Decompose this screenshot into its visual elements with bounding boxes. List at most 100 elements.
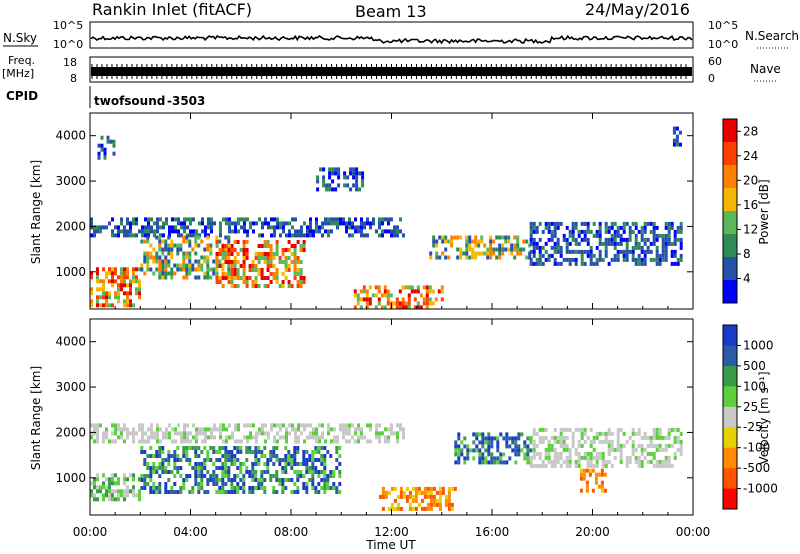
heatmap-cell xyxy=(562,459,566,464)
heatmap-cell xyxy=(112,151,116,156)
heatmap-cell xyxy=(613,229,617,234)
heatmap-cell xyxy=(159,225,162,230)
heatmap-cell xyxy=(206,482,210,486)
heatmap-cell xyxy=(387,490,391,495)
heatmap-cell xyxy=(486,255,490,260)
heatmap-cell xyxy=(90,431,93,436)
heatmap-cell xyxy=(309,423,312,428)
heatmap-cell xyxy=(535,257,539,262)
nsearch-tick-high: 10^5 xyxy=(708,19,738,32)
heatmap-cell xyxy=(270,233,273,238)
heatmap-cell xyxy=(260,486,264,490)
heatmap-cell xyxy=(203,255,207,260)
heatmap-cell xyxy=(105,275,108,280)
heatmap-cell xyxy=(230,462,234,466)
heatmap-cell xyxy=(203,474,207,478)
heatmap-cell xyxy=(93,481,96,486)
heatmap-cell xyxy=(429,498,433,503)
heatmap-cell xyxy=(236,240,240,244)
heatmap-cell xyxy=(281,260,285,264)
heatmap-cell xyxy=(146,454,150,458)
heatmap-cell xyxy=(472,432,476,437)
heatmap-cell xyxy=(173,450,177,454)
heatmap-cell xyxy=(622,237,626,242)
heatmap-cell xyxy=(111,271,114,276)
heatmap-cell xyxy=(296,272,300,276)
heatmap-cell xyxy=(155,486,159,490)
heatmap-cell xyxy=(619,237,623,242)
heatmap-cell xyxy=(299,260,303,264)
heatmap-cell xyxy=(423,490,427,495)
heatmap-cell xyxy=(517,448,521,453)
heatmap-cell xyxy=(474,251,478,256)
heatmap-cell xyxy=(355,167,359,172)
nsearch-tick-low: 10^0 xyxy=(708,38,738,51)
heatmap-cell xyxy=(254,264,258,268)
heatmap-cell xyxy=(589,439,593,444)
heatmap-cell xyxy=(544,451,548,456)
heatmap-cell xyxy=(353,289,357,294)
heatmap-cell xyxy=(475,432,479,437)
heatmap-cell xyxy=(203,490,207,494)
heatmap-cell xyxy=(233,474,237,478)
heatmap-cell xyxy=(495,255,499,260)
heatmap-cell xyxy=(673,435,677,440)
nsky-trace xyxy=(90,34,693,45)
heatmap-cell xyxy=(368,285,372,290)
heatmap-cell xyxy=(167,263,171,268)
heatmap-cell xyxy=(254,284,258,288)
heatmap-cell xyxy=(201,427,204,432)
heatmap-cell xyxy=(471,255,475,260)
heatmap-cell xyxy=(143,486,147,490)
heatmap-cell xyxy=(155,255,159,260)
heatmap-cell xyxy=(525,239,529,244)
nsky-line xyxy=(90,34,693,45)
heatmap-cell xyxy=(206,255,210,260)
heatmap-cell xyxy=(263,486,267,490)
heatmap-cell xyxy=(652,233,656,238)
heatmap-cell xyxy=(308,470,312,474)
heatmap-cell xyxy=(114,291,117,296)
heatmap-cell xyxy=(318,423,321,428)
heatmap-cell xyxy=(577,459,581,464)
heatmap-cell xyxy=(408,502,412,507)
heatmap-cell xyxy=(117,299,120,304)
heatmap-cell xyxy=(634,431,638,436)
heatmap-cell xyxy=(619,443,623,448)
heatmap-cell xyxy=(140,267,144,272)
heatmap-cell xyxy=(529,459,533,464)
heatmap-cell xyxy=(583,249,587,254)
heatmap-cell xyxy=(354,225,357,230)
heatmap-cell xyxy=(679,443,683,448)
heatmap-cell xyxy=(152,271,156,276)
heatmap-cell xyxy=(293,454,297,458)
heatmap-cell xyxy=(568,427,572,432)
heatmap-cell xyxy=(422,301,426,306)
heatmap-cell xyxy=(562,443,566,448)
heatmap-cell xyxy=(290,458,294,462)
heatmap-cell xyxy=(360,435,363,440)
heatmap-cell xyxy=(454,452,458,457)
heatmap-cell xyxy=(227,458,231,462)
heatmap-cell xyxy=(514,436,518,441)
heatmap-cell xyxy=(395,297,399,302)
heatmap-cell xyxy=(468,255,472,260)
velocity-plot-area xyxy=(90,319,693,515)
heatmap-cell xyxy=(96,229,99,234)
heatmap-cell xyxy=(96,435,99,440)
heatmap-cell xyxy=(212,271,216,276)
heatmap-cell xyxy=(192,423,195,428)
heatmap-cell xyxy=(460,448,464,453)
heatmap-cell xyxy=(402,431,405,436)
heatmap-cell xyxy=(123,267,126,272)
heatmap-cell xyxy=(111,439,114,444)
freq-panel: Freq. [MHz] 18 8 60 0 Nave xyxy=(2,54,781,85)
heatmap-cell xyxy=(146,267,150,272)
heatmap-cell xyxy=(529,221,533,226)
heatmap-cell xyxy=(96,267,99,272)
heatmap-cell xyxy=(631,443,635,448)
heatmap-cell xyxy=(306,229,309,234)
heatmap-cell xyxy=(499,432,503,437)
heatmap-cell xyxy=(272,462,276,466)
heatmap-cell xyxy=(99,485,102,490)
